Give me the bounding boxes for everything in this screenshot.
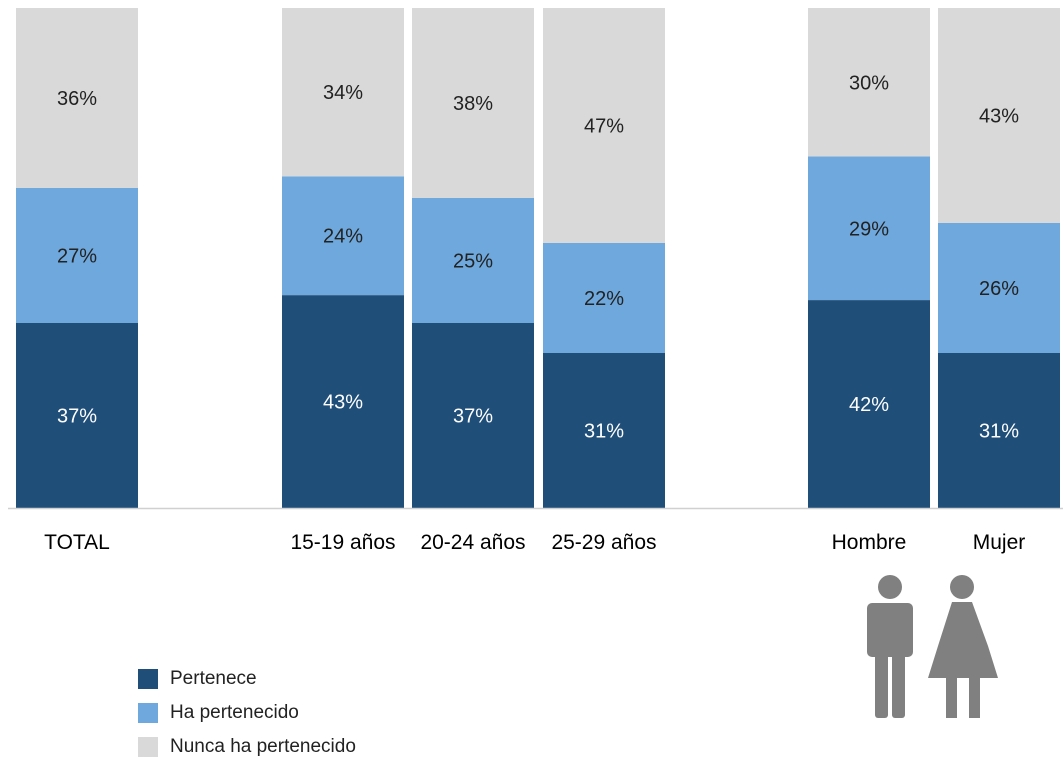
category-label: Hombre xyxy=(832,531,907,554)
legend-swatch-ha-pertenecido xyxy=(138,703,158,723)
data-label: 36% xyxy=(57,88,97,110)
man-icon xyxy=(867,575,913,718)
legend-item-ha-pertenecido: Ha pertenecido xyxy=(138,698,356,728)
legend: Pertenece Ha pertenecido Nunca ha perten… xyxy=(138,664,356,766)
data-label: 43% xyxy=(979,106,1019,128)
bar-segment-pertenece xyxy=(16,323,138,508)
bar-segment-pertenece xyxy=(543,353,665,508)
data-label: 30% xyxy=(849,72,889,94)
category-label: 20-24 años xyxy=(420,531,525,554)
bar-segment-nunca xyxy=(282,8,404,177)
bar-segment-pertenece xyxy=(412,323,534,508)
data-label: 31% xyxy=(979,421,1019,443)
data-label: 42% xyxy=(849,394,889,416)
bar-segment-ha-pertenecido xyxy=(808,156,930,301)
people-icons xyxy=(860,574,1020,725)
legend-label-ha-pertenecido: Ha pertenecido xyxy=(170,702,299,723)
bar-segment-ha-pertenecido xyxy=(543,243,665,353)
legend-label-pertenece: Pertenece xyxy=(170,668,257,689)
data-label: 24% xyxy=(323,226,363,248)
data-label: 34% xyxy=(323,82,363,104)
data-label: 38% xyxy=(453,93,493,115)
category-label: 15-19 años xyxy=(290,531,395,554)
data-label: 37% xyxy=(453,406,493,428)
bar-segment-nunca xyxy=(808,8,930,157)
bar-segment-pertenece xyxy=(808,300,930,508)
data-label: 47% xyxy=(584,116,624,138)
bar-segment-nunca xyxy=(412,8,534,198)
legend-item-nunca: Nunca ha pertenecido xyxy=(138,732,356,762)
data-label: 25% xyxy=(453,251,493,273)
data-label: 29% xyxy=(849,218,889,240)
bar-segment-ha-pertenecido xyxy=(412,198,534,323)
data-label: 37% xyxy=(57,406,97,428)
woman-icon xyxy=(928,575,998,718)
bar-segment-pertenece xyxy=(938,353,1060,508)
data-label: 27% xyxy=(57,246,97,268)
legend-item-pertenece: Pertenece xyxy=(138,664,356,694)
legend-label-nunca: Nunca ha pertenecido xyxy=(170,736,356,757)
category-label: 25-29 años xyxy=(551,531,656,554)
bar-segment-pertenece xyxy=(282,295,404,508)
bar-segment-ha-pertenecido xyxy=(282,176,404,296)
data-label: 31% xyxy=(584,421,624,443)
bar-segment-nunca xyxy=(16,8,138,188)
category-label: Mujer xyxy=(973,531,1026,554)
bar-segment-nunca xyxy=(543,8,665,243)
data-label: 43% xyxy=(323,392,363,414)
data-label: 26% xyxy=(979,278,1019,300)
legend-swatch-nunca xyxy=(138,737,158,757)
category-label: TOTAL xyxy=(44,531,110,554)
bar-segment-nunca xyxy=(938,8,1060,223)
bar-segment-ha-pertenecido xyxy=(938,223,1060,353)
data-label: 22% xyxy=(584,288,624,310)
bar-segment-ha-pertenecido xyxy=(16,188,138,323)
legend-swatch-pertenece xyxy=(138,669,158,689)
